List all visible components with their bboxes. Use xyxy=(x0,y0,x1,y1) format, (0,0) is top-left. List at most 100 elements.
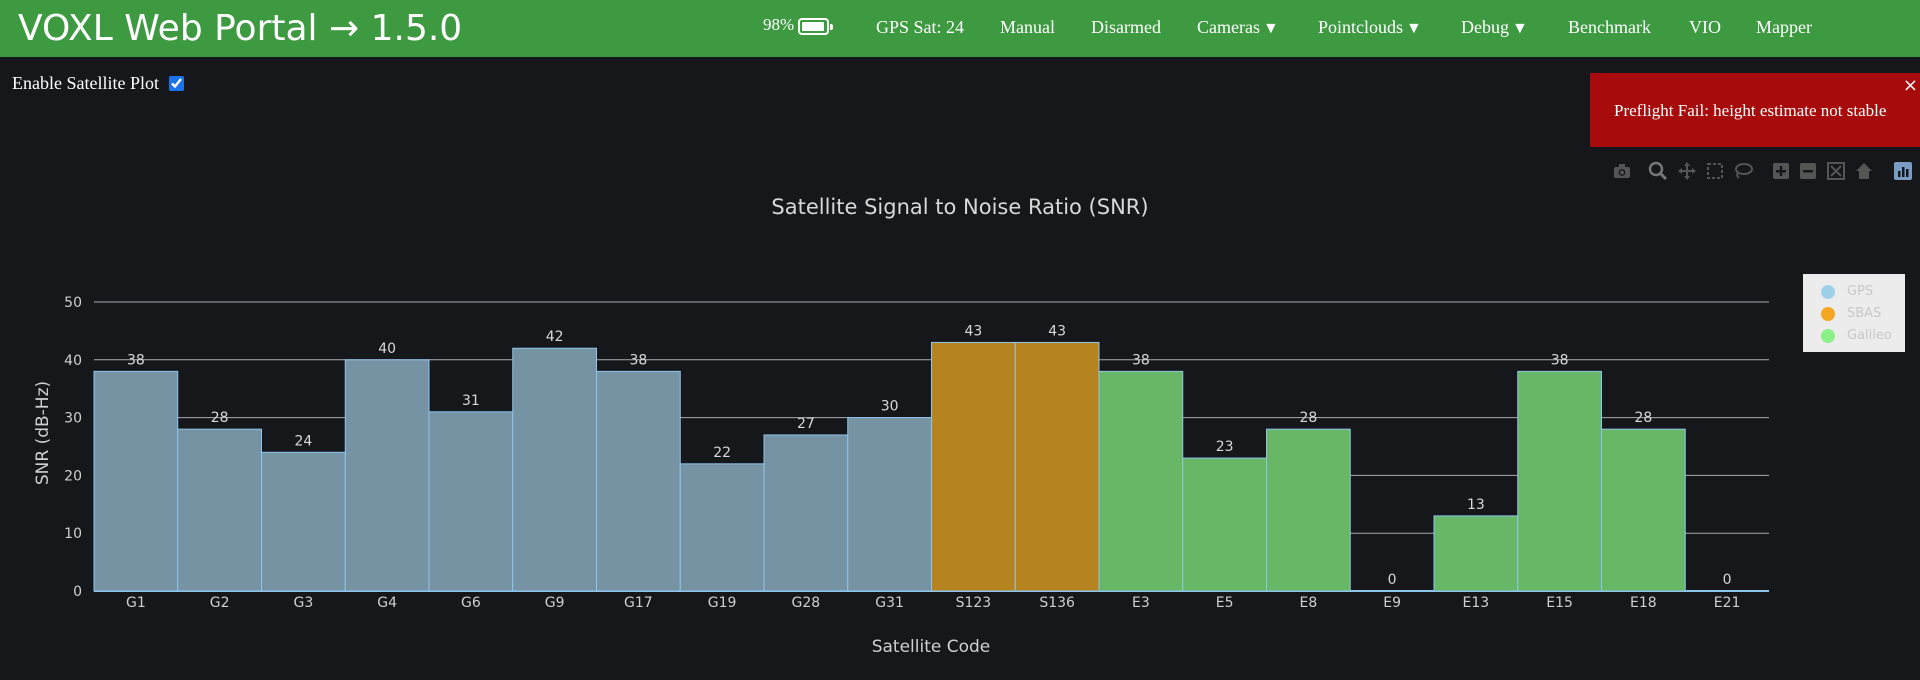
debug-menu[interactable]: Debug ▼ xyxy=(1461,17,1528,38)
bar xyxy=(596,370,681,592)
cameras-menu[interactable]: Cameras ▼ xyxy=(1197,17,1279,38)
bar-value-label: 24 xyxy=(294,433,312,449)
chart-legend: GPS SBAS Galileo xyxy=(1803,274,1905,352)
bar xyxy=(177,428,262,592)
bar xyxy=(1601,428,1686,592)
x-tick-label: E9 xyxy=(1383,595,1401,611)
chart-modebar xyxy=(0,160,1920,184)
bar xyxy=(1014,341,1100,592)
bar xyxy=(763,434,849,592)
bar-value-label: 38 xyxy=(1551,352,1569,368)
vio-link[interactable]: VIO xyxy=(1689,17,1721,37)
bar-value-label: 43 xyxy=(964,323,982,339)
x-tick-label: G3 xyxy=(293,595,313,611)
x-tick-label: G28 xyxy=(792,595,821,611)
camera-icon[interactable] xyxy=(1611,160,1633,182)
legend-label: GPS xyxy=(1847,284,1874,299)
bar-value-label: 13 xyxy=(1467,497,1485,513)
bar-value-label: 31 xyxy=(462,393,480,409)
chart-title: Satellite Signal to Noise Ratio (SNR) xyxy=(771,195,1148,219)
satellite-plot-label: Enable Satellite Plot xyxy=(12,73,159,93)
x-axis-title: Satellite Code xyxy=(872,637,991,657)
zoom-icon[interactable] xyxy=(1647,160,1669,182)
x-tick-label: E3 xyxy=(1132,595,1150,611)
x-tick-label: E8 xyxy=(1299,595,1317,611)
legend-marker xyxy=(1821,328,1835,343)
legend-label: SBAS xyxy=(1847,306,1882,321)
x-tick-label: G2 xyxy=(210,595,230,611)
y-tick-label: 40 xyxy=(64,353,82,369)
x-tick-label: G1 xyxy=(126,595,146,611)
bar-value-label: 38 xyxy=(1132,352,1150,368)
battery-nub xyxy=(830,24,834,30)
x-tick-label: E18 xyxy=(1630,595,1657,611)
debug-menu-label: Debug xyxy=(1461,17,1509,37)
bar-value-label: 0 xyxy=(1388,572,1397,588)
close-icon[interactable]: × xyxy=(1902,75,1918,96)
y-tick-label: 30 xyxy=(64,411,82,427)
zoom-in-icon[interactable] xyxy=(1770,160,1792,182)
satellite-plot-checkbox[interactable] xyxy=(168,76,184,91)
bar-value-label: 0 xyxy=(1723,572,1732,588)
zoom-out-icon[interactable] xyxy=(1797,160,1819,182)
legend-label: Galileo xyxy=(1847,328,1892,343)
box-select-icon[interactable] xyxy=(1704,160,1726,182)
bar-value-label: 38 xyxy=(127,352,145,368)
app-title[interactable]: VOXL Web Portal → 1.5.0 xyxy=(18,8,463,49)
bars xyxy=(93,341,1686,592)
pointclouds-menu-label: Pointclouds xyxy=(1318,17,1404,37)
bar-value-label: 30 xyxy=(881,399,899,415)
mapper-link[interactable]: Mapper xyxy=(1756,17,1812,37)
bar xyxy=(512,347,597,592)
plotly-logo-icon[interactable] xyxy=(1892,160,1914,182)
x-tick-label: G31 xyxy=(875,595,904,611)
lasso-icon[interactable] xyxy=(1732,160,1754,182)
bar-value-label: 23 xyxy=(1216,439,1234,455)
arm-state: Disarmed xyxy=(1091,17,1161,37)
legend-item[interactable]: SBAS xyxy=(1821,306,1881,321)
bar xyxy=(931,341,1016,592)
y-tick-label: 10 xyxy=(64,526,82,542)
legend-item[interactable]: Galileo xyxy=(1821,328,1892,343)
bar-value-label: 28 xyxy=(211,410,229,426)
y-axis-title: SNR (dB-Hz) xyxy=(33,381,53,485)
bar xyxy=(1182,457,1267,592)
benchmark-link[interactable]: Benchmark xyxy=(1568,17,1651,37)
x-tick-label: G4 xyxy=(377,595,397,611)
chevron-down-icon: ▼ xyxy=(1262,20,1279,37)
flight-mode: Manual xyxy=(1000,17,1055,37)
x-tick-label: S123 xyxy=(956,595,992,611)
bar xyxy=(847,417,932,592)
x-tick-label: E13 xyxy=(1463,595,1490,611)
x-tick-label: E15 xyxy=(1546,595,1573,611)
y-tick-label: 50 xyxy=(64,295,82,311)
x-tick-label: S136 xyxy=(1039,595,1075,611)
gps-sat-count: GPS Sat: 24 xyxy=(876,17,965,37)
bar-value-label: 28 xyxy=(1634,410,1652,426)
legend-item[interactable]: GPS xyxy=(1821,284,1873,299)
satellite-plot-toggle[interactable]: Enable Satellite Plot xyxy=(12,73,184,94)
preflight-alert: Preflight Fail: height estimate not stab… xyxy=(1590,73,1920,147)
bar xyxy=(1098,370,1184,592)
y-tick-label: 20 xyxy=(64,468,82,484)
y-tick-label: 0 xyxy=(73,584,82,600)
alert-message: Preflight Fail: height estimate not stab… xyxy=(1614,101,1887,120)
autoscale-icon[interactable] xyxy=(1825,160,1847,182)
labels: 0 10 20 30 40 50 38 G1 28 G2 24 G3 40 G4 31 G6 42 G9 38 G17… xyxy=(64,295,1740,611)
x-tick-label: G9 xyxy=(545,595,565,611)
bar xyxy=(1517,370,1602,592)
bar xyxy=(1433,515,1519,592)
x-tick-label: G19 xyxy=(708,595,737,611)
battery-indicator: 98% xyxy=(763,16,834,35)
x-tick-label: G6 xyxy=(461,595,481,611)
pointclouds-menu[interactable]: Pointclouds ▼ xyxy=(1318,17,1422,38)
top-nav-bar: VOXL Web Portal → 1.5.0 98% GPS Sat: 24 … xyxy=(0,0,1920,57)
bar-value-label: 43 xyxy=(1048,323,1066,339)
x-tick-label: G17 xyxy=(624,595,653,611)
bar xyxy=(1266,428,1351,592)
pan-icon[interactable] xyxy=(1676,160,1698,182)
legend-marker xyxy=(1821,284,1835,299)
reset-axes-icon[interactable] xyxy=(1853,160,1875,182)
gridlines xyxy=(94,301,1769,592)
bar xyxy=(261,451,346,592)
